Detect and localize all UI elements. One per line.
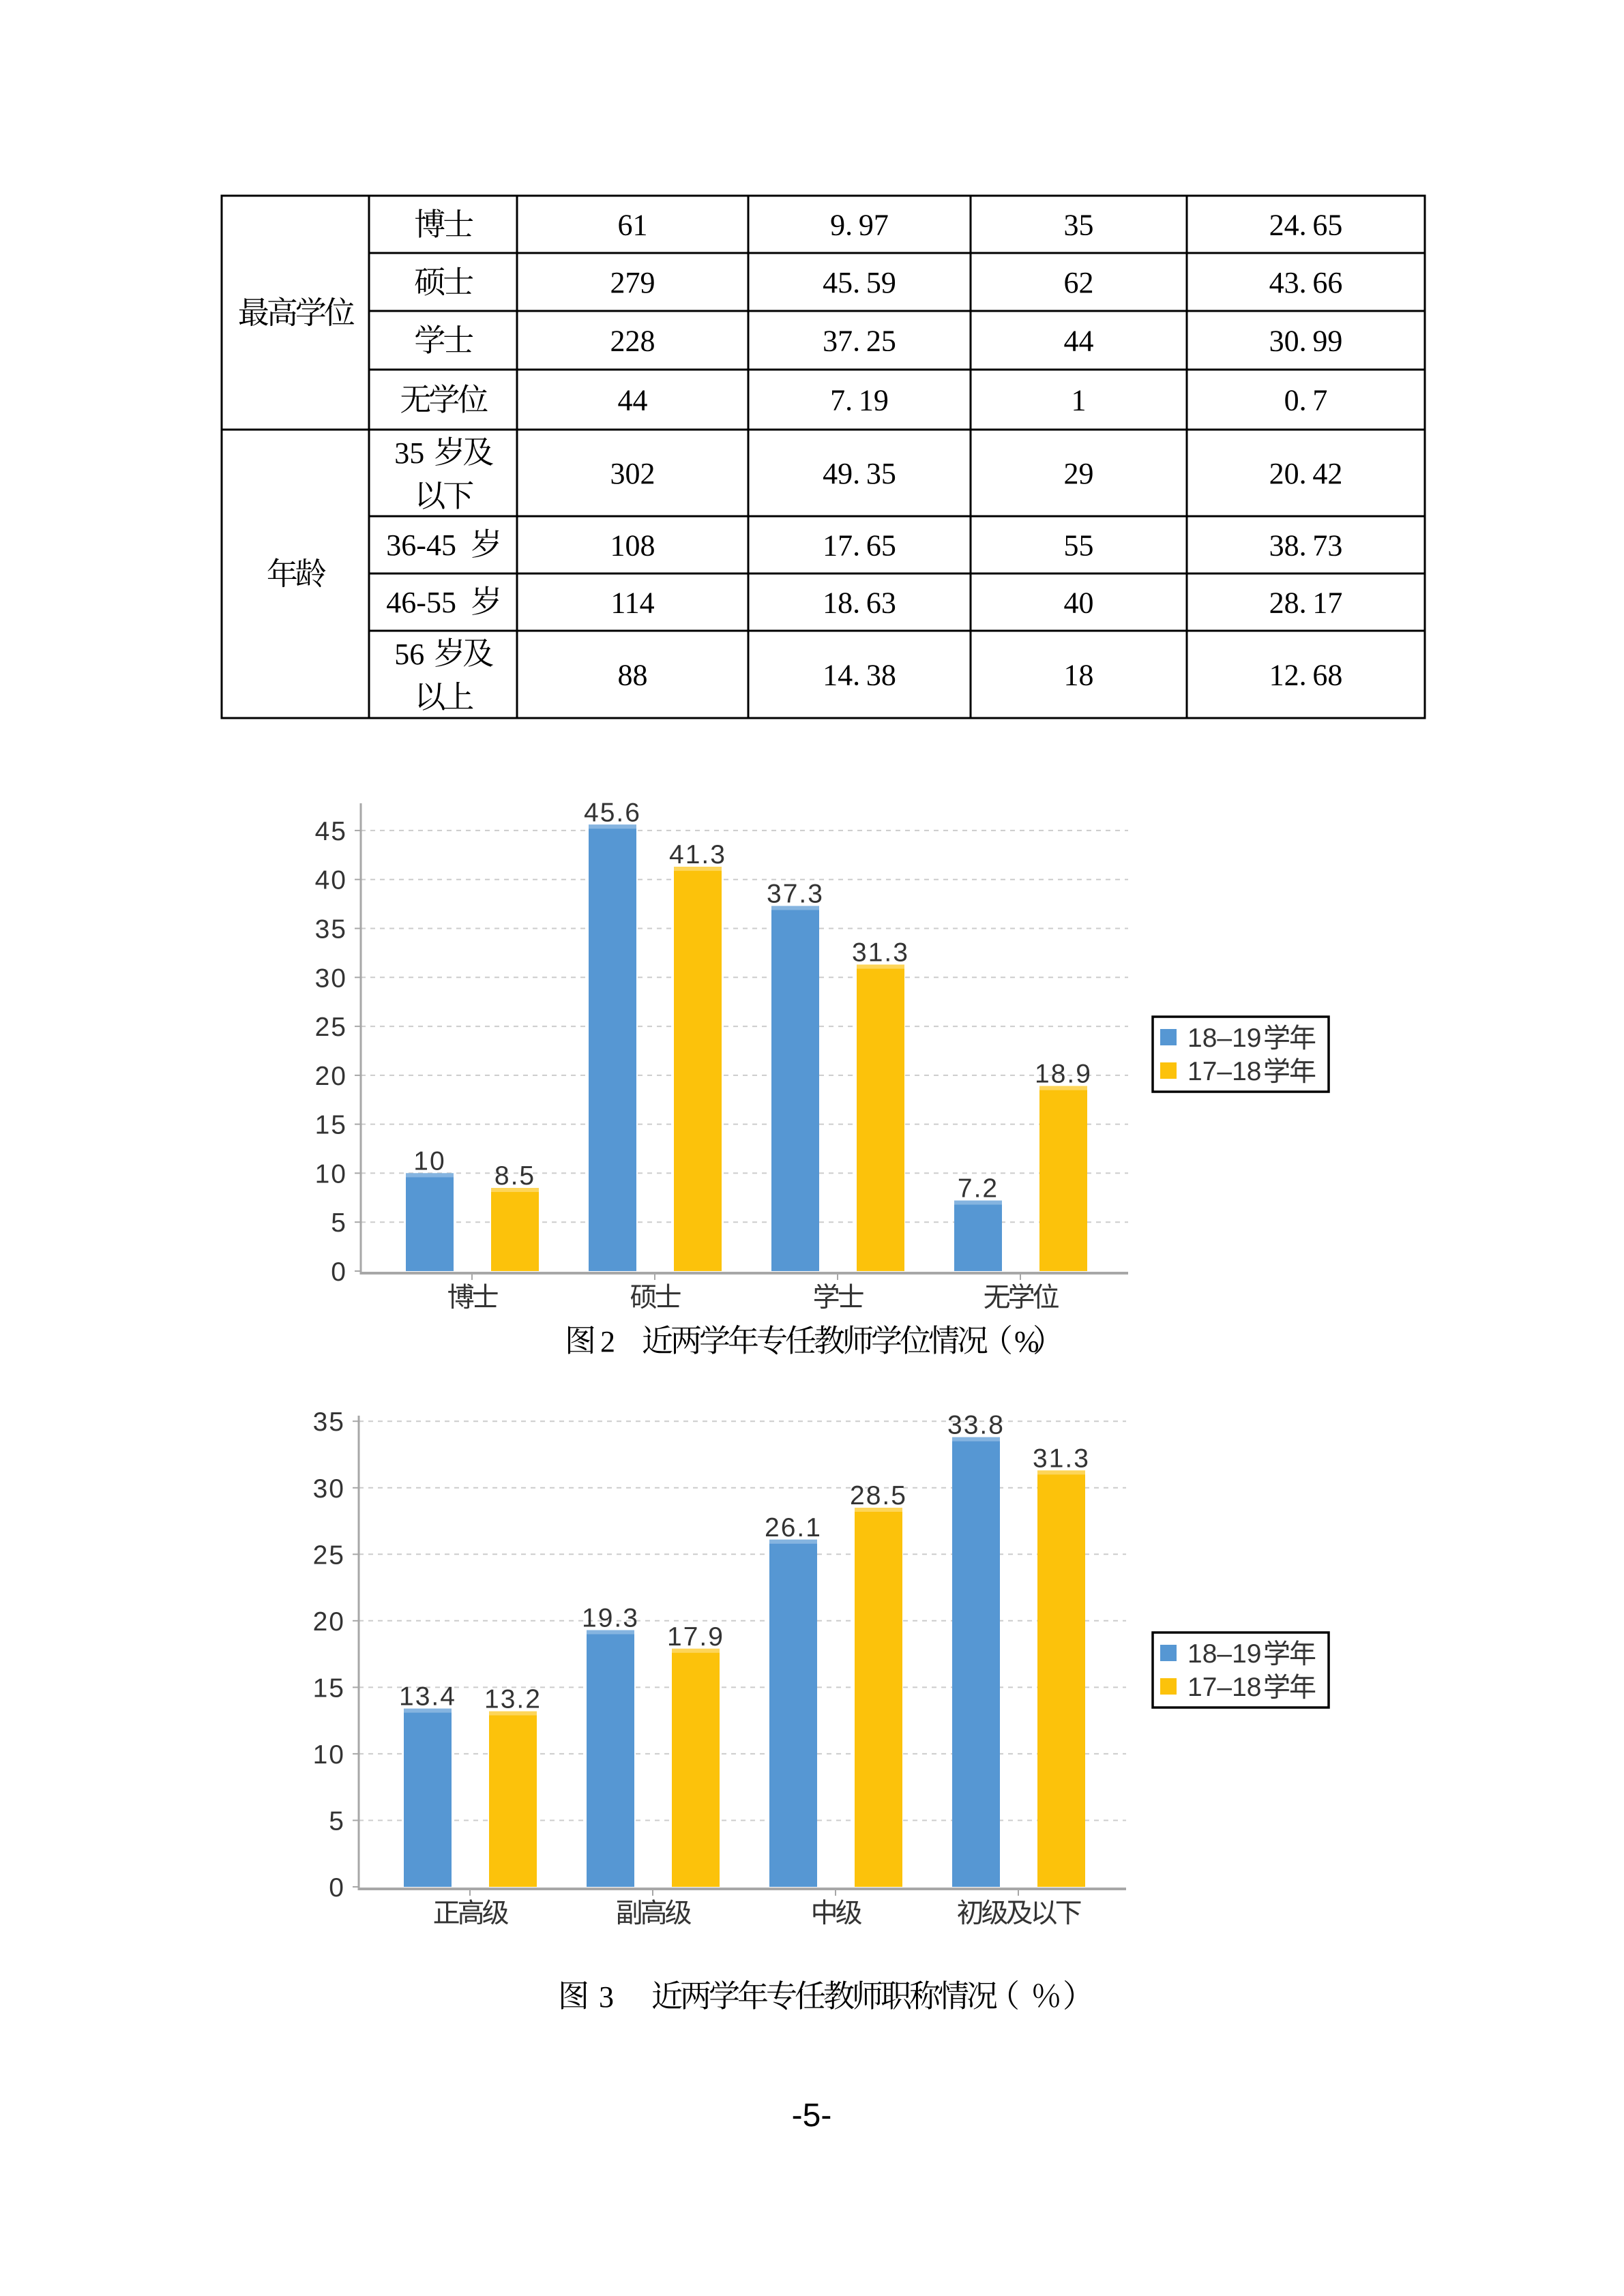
svg-text:30. 99: 30. 99: [1269, 325, 1343, 358]
svg-text:35: 35: [315, 915, 347, 944]
svg-text:61: 61: [618, 209, 648, 242]
svg-text:35: 35: [313, 1407, 345, 1437]
svg-text:0: 0: [331, 1257, 347, 1287]
svg-text:43. 66: 43. 66: [1269, 266, 1343, 299]
svg-text:7. 19: 7. 19: [830, 384, 889, 417]
svg-text:18–19: 18–19: [1187, 1024, 1261, 1053]
svg-text:26.1: 26.1: [765, 1513, 822, 1542]
svg-text:25: 25: [315, 1013, 347, 1042]
svg-text:45.6: 45.6: [584, 798, 641, 827]
svg-text:37. 25: 37. 25: [823, 325, 896, 358]
svg-text:35: 35: [394, 436, 424, 470]
svg-text:25: 25: [313, 1540, 345, 1570]
svg-text:20. 42: 20. 42: [1269, 457, 1343, 490]
svg-text:49. 35: 49. 35: [823, 457, 896, 490]
svg-text:5: 5: [331, 1208, 347, 1238]
svg-text:12. 68: 12. 68: [1269, 659, 1343, 692]
svg-text:30: 30: [315, 964, 347, 993]
svg-text:2: 2: [600, 1325, 615, 1358]
svg-text:31.3: 31.3: [852, 938, 909, 968]
svg-text:17.9: 17.9: [667, 1622, 724, 1652]
svg-text:9. 97: 9. 97: [830, 209, 889, 242]
svg-text:8.5: 8.5: [494, 1161, 535, 1191]
svg-text:3: 3: [599, 1980, 614, 2014]
svg-text:279: 279: [610, 266, 655, 299]
svg-text:28. 17: 28. 17: [1269, 586, 1343, 620]
svg-text:36-45: 36-45: [386, 528, 456, 562]
svg-text:44: 44: [1064, 325, 1094, 358]
svg-text:44: 44: [618, 384, 648, 417]
svg-text:-5-: -5-: [792, 2098, 832, 2134]
svg-text:13.2: 13.2: [484, 1685, 542, 1714]
svg-text:19.3: 19.3: [582, 1604, 639, 1633]
svg-text:0: 0: [329, 1873, 345, 1903]
svg-text:114: 114: [610, 586, 654, 620]
svg-text:1: 1: [1072, 384, 1087, 417]
svg-text:17. 65: 17. 65: [823, 529, 896, 563]
svg-text:88: 88: [618, 659, 648, 692]
svg-text:17–18: 17–18: [1187, 1057, 1261, 1086]
svg-text:40: 40: [315, 866, 347, 895]
svg-text:20: 20: [313, 1607, 345, 1637]
svg-text:46-55: 46-55: [386, 586, 456, 619]
svg-text:41.3: 41.3: [669, 840, 726, 869]
svg-text:29: 29: [1064, 457, 1094, 490]
svg-text:302: 302: [610, 457, 655, 490]
svg-text:%: %: [1014, 1325, 1039, 1358]
svg-text:45: 45: [315, 817, 347, 846]
svg-text:28.5: 28.5: [850, 1481, 907, 1510]
svg-text:55: 55: [1064, 529, 1094, 563]
svg-text:56: 56: [394, 638, 424, 671]
svg-text:18: 18: [1064, 659, 1094, 692]
svg-text:33.8: 33.8: [947, 1411, 1005, 1440]
svg-text:15: 15: [313, 1673, 345, 1703]
svg-text:18.9: 18.9: [1035, 1060, 1092, 1089]
svg-text:31.3: 31.3: [1033, 1444, 1090, 1473]
svg-text:45. 59: 45. 59: [823, 266, 896, 299]
svg-text:108: 108: [610, 529, 655, 563]
svg-text:17–18: 17–18: [1187, 1673, 1261, 1702]
svg-text:228: 228: [610, 325, 655, 358]
svg-text:20: 20: [315, 1062, 347, 1091]
svg-text:18. 63: 18. 63: [823, 586, 896, 620]
svg-text:62: 62: [1064, 266, 1094, 299]
svg-text:10: 10: [313, 1740, 345, 1770]
svg-text:15: 15: [315, 1111, 347, 1140]
svg-text:0. 7: 0. 7: [1284, 384, 1328, 417]
svg-text:18–19: 18–19: [1187, 1639, 1261, 1669]
svg-text:30: 30: [313, 1474, 345, 1504]
svg-text:38. 73: 38. 73: [1269, 529, 1343, 563]
svg-text:5: 5: [329, 1807, 345, 1836]
svg-text:14. 38: 14. 38: [823, 659, 896, 692]
svg-text:24. 65: 24. 65: [1269, 209, 1343, 242]
svg-text:37.3: 37.3: [767, 880, 824, 909]
svg-text:13.4: 13.4: [399, 1682, 456, 1712]
svg-text:35: 35: [1064, 209, 1094, 242]
svg-text:10: 10: [413, 1146, 445, 1176]
svg-text:10: 10: [315, 1159, 347, 1189]
svg-text:40: 40: [1064, 586, 1094, 620]
svg-text:7.2: 7.2: [958, 1174, 999, 1204]
